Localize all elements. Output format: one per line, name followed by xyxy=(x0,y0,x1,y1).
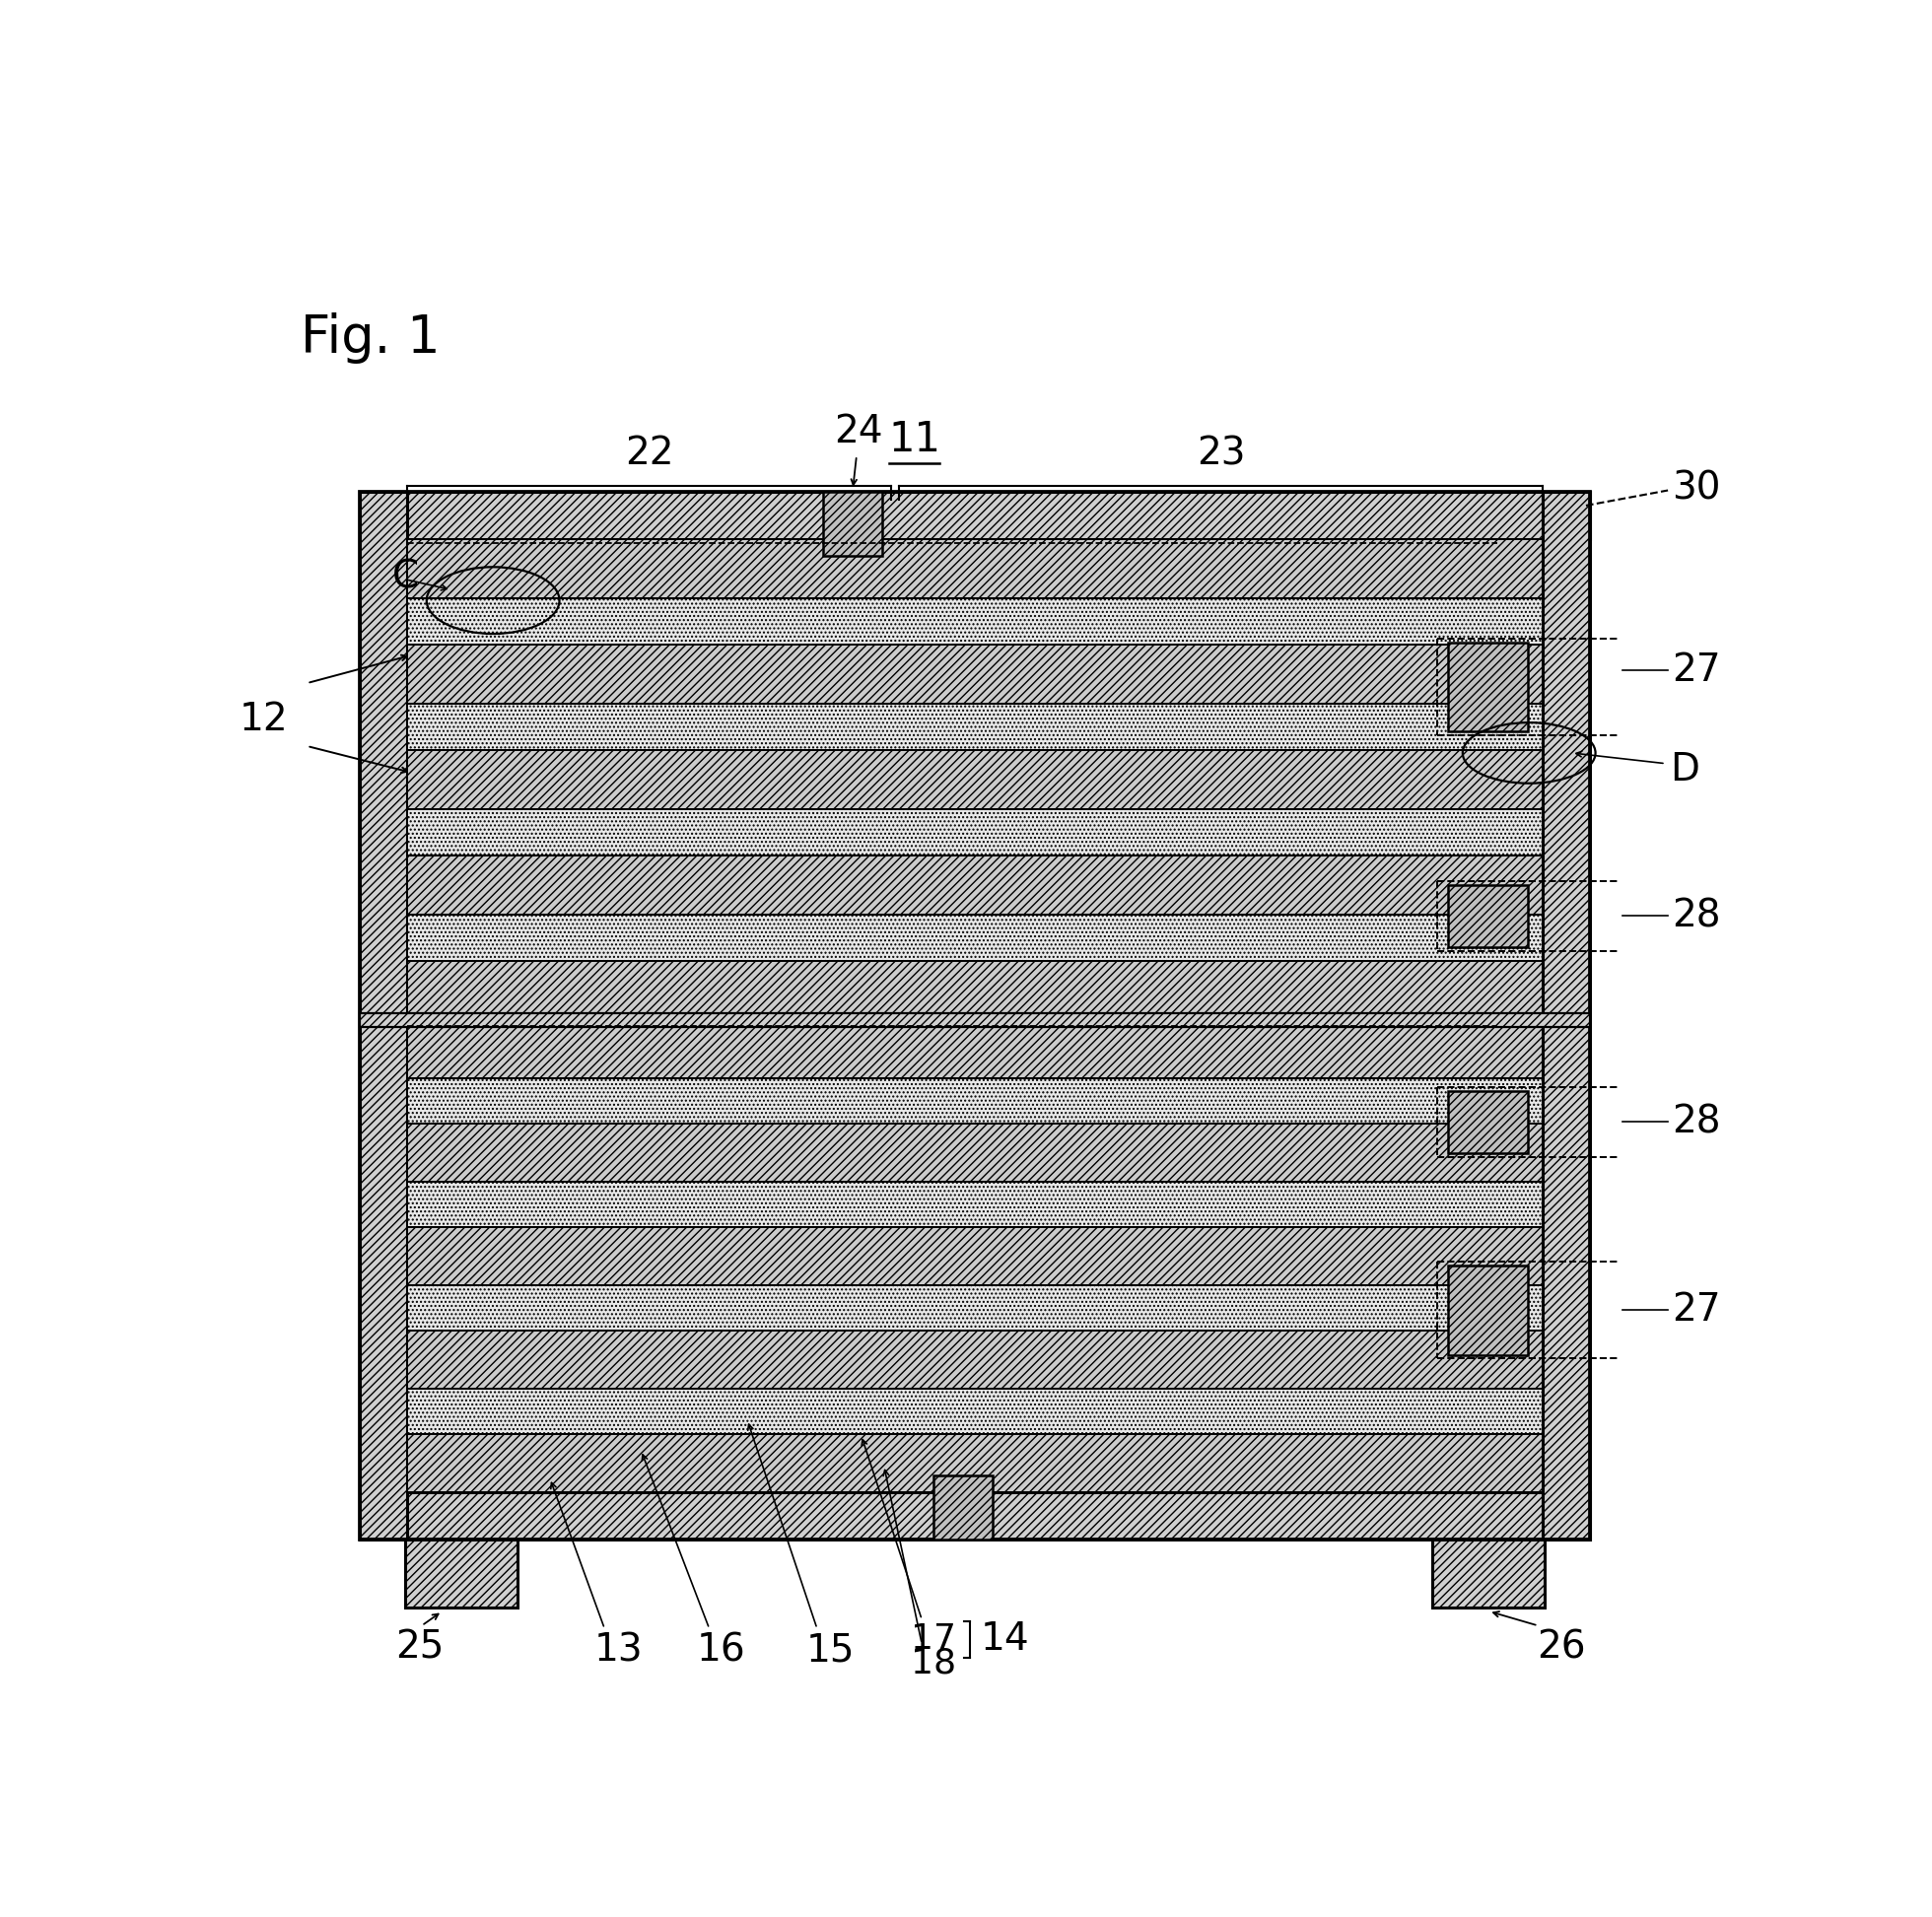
Bar xyxy=(408,809,1544,855)
Text: 26: 26 xyxy=(1536,1629,1586,1666)
Bar xyxy=(823,493,883,556)
Bar xyxy=(1434,1539,1546,1608)
Bar xyxy=(408,750,1544,809)
Text: 27: 27 xyxy=(1671,652,1721,688)
Text: 16: 16 xyxy=(696,1631,746,1670)
Bar xyxy=(408,1330,1544,1388)
Bar xyxy=(1447,642,1528,732)
Text: Fig. 1: Fig. 1 xyxy=(301,312,440,362)
Bar xyxy=(408,1227,1544,1284)
Text: 30: 30 xyxy=(1671,470,1721,506)
Text: 13: 13 xyxy=(593,1631,643,1670)
Bar xyxy=(408,914,1544,960)
Text: D: D xyxy=(1669,751,1698,788)
Bar xyxy=(408,598,1544,644)
Bar xyxy=(408,644,1544,704)
Text: 22: 22 xyxy=(624,435,674,472)
Bar xyxy=(408,539,1544,598)
Bar xyxy=(408,1181,1544,1227)
Text: 11: 11 xyxy=(889,418,941,460)
Bar xyxy=(359,1491,1590,1539)
Bar xyxy=(1447,1265,1528,1355)
Bar xyxy=(359,493,1590,539)
Text: 28: 28 xyxy=(1671,897,1721,935)
Text: 12: 12 xyxy=(240,702,288,738)
Bar xyxy=(408,1077,1544,1123)
Text: 27: 27 xyxy=(1671,1292,1721,1328)
Bar xyxy=(359,1014,1590,1028)
Bar xyxy=(1544,493,1590,1539)
Bar xyxy=(408,1123,1544,1181)
Text: 23: 23 xyxy=(1196,435,1246,472)
Text: 24: 24 xyxy=(835,412,883,450)
Text: 28: 28 xyxy=(1671,1102,1721,1141)
Text: 17: 17 xyxy=(910,1622,956,1656)
Bar xyxy=(406,1539,518,1608)
Text: 18: 18 xyxy=(910,1647,956,1681)
Bar xyxy=(359,493,1590,1539)
Text: 15: 15 xyxy=(806,1631,856,1670)
Bar xyxy=(1447,1091,1528,1152)
Bar xyxy=(408,1284,1544,1330)
Bar xyxy=(408,960,1544,1020)
Bar xyxy=(408,855,1544,914)
Bar xyxy=(408,1020,1544,1077)
Bar xyxy=(933,1476,993,1539)
Bar xyxy=(408,1434,1544,1491)
Bar xyxy=(359,493,408,1539)
Bar xyxy=(408,704,1544,750)
Bar xyxy=(408,539,1544,1491)
Text: 25: 25 xyxy=(394,1629,444,1666)
Text: 14: 14 xyxy=(980,1620,1030,1658)
Text: C: C xyxy=(392,558,419,596)
Bar xyxy=(1447,886,1528,947)
Bar xyxy=(408,1388,1544,1434)
